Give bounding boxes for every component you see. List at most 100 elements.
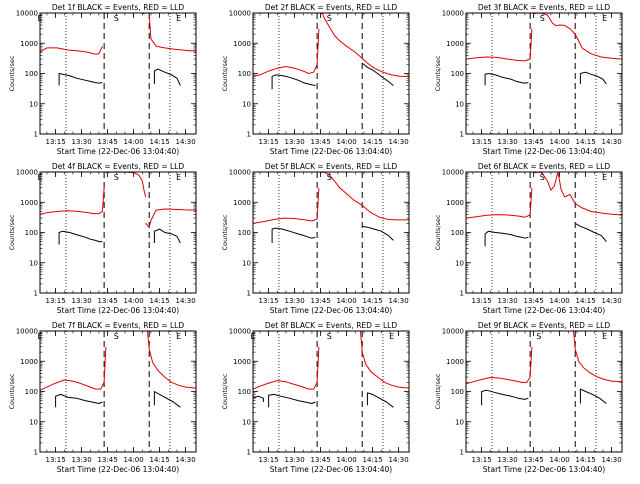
series-line-4 <box>153 391 181 408</box>
y-axis-label: Counts/sec <box>434 373 442 409</box>
series-line-1 <box>40 45 103 55</box>
chart-panel-4: Det 4f BLACK = Events, RED = LLD 1 10 100 10… <box>8 162 197 315</box>
series-line-1 <box>253 28 320 77</box>
y-tick-label: 1 <box>34 290 38 298</box>
y-tick-label: 1 <box>460 290 464 298</box>
x-tick-label: 13:15 <box>46 297 66 305</box>
series-line-2 <box>320 172 409 221</box>
chart-panel-3: Det 3f BLACK = Events, RED = LLD 1 10 100 10… <box>434 3 623 156</box>
event-marker: S <box>327 332 332 341</box>
x-axis-label: Start Time (22-Dec-06 13:04:40) <box>270 306 392 315</box>
y-axis-label: Counts/sec <box>221 373 229 409</box>
y-tick-label: 1 <box>460 131 464 139</box>
y-tick-label: 100 <box>238 388 251 396</box>
event-marker: S <box>536 332 541 341</box>
x-tick-label: 13:15 <box>472 297 492 305</box>
chart-panel-5: Det 5f BLACK = Events, RED = LLD 1 10 100 10… <box>221 162 410 315</box>
x-tick-label: 13:45 <box>98 138 118 146</box>
x-tick-label: 14:30 <box>602 138 622 146</box>
x-tick-label: 14:00 <box>124 138 144 146</box>
x-axis-label: Start Time (22-Dec-06 13:04:40) <box>57 465 179 474</box>
x-tick-label: 13:30 <box>285 456 305 464</box>
y-tick-label: 100 <box>238 70 251 78</box>
chart-panel-8: Det 8f BLACK = Events, RED = LLD 1 10 100 10… <box>221 321 410 474</box>
y-tick-label: 1000 <box>446 40 464 48</box>
chart-panel-1: Det 1f BLACK = Events, RED = LLD 1 10 100 10… <box>8 3 197 156</box>
series-line-3 <box>481 389 529 406</box>
plot-frame <box>465 12 623 135</box>
x-tick-label: 13:30 <box>72 297 92 305</box>
y-axis-label: Counts/sec <box>8 214 16 250</box>
x-tick-label: 14:30 <box>176 138 196 146</box>
series-line-4 <box>362 225 394 241</box>
x-tick-label: 13:30 <box>285 297 305 305</box>
x-tick-label: 13:30 <box>72 456 92 464</box>
y-tick-label: 10 <box>455 418 464 426</box>
y-tick-label: 1 <box>247 449 251 457</box>
x-tick-label: 14:30 <box>389 138 409 146</box>
y-tick-label: 10000 <box>229 169 251 177</box>
x-tick-label: 14:30 <box>602 297 622 305</box>
series-line-4 <box>268 393 316 408</box>
x-tick-label: 13:30 <box>285 138 305 146</box>
chart-title: Det 2f BLACK = Events, RED = LLD <box>265 3 398 12</box>
chart-panel-6: Det 6f BLACK = Events, RED = LLD 1 10 100 10… <box>434 162 623 315</box>
y-tick-label: 1000 <box>446 358 464 366</box>
event-marker: S <box>327 173 332 182</box>
y-tick-label: 1000 <box>20 40 38 48</box>
x-tick-label: 14:00 <box>124 297 144 305</box>
event-marker: S <box>114 173 119 182</box>
y-tick-label: 10 <box>242 100 251 108</box>
x-axis-label: Start Time (22-Dec-06 13:04:40) <box>483 306 605 315</box>
series-line-2 <box>573 331 622 383</box>
x-tick-label: 14:15 <box>150 297 170 305</box>
series-line-1 <box>40 187 105 215</box>
series-line-5 <box>58 73 103 86</box>
y-axis-label: Counts/sec <box>221 214 229 250</box>
x-tick-label: 13:45 <box>98 456 118 464</box>
series-line-2 <box>533 172 622 216</box>
series-group <box>253 13 409 90</box>
x-tick-label: 13:45 <box>311 138 331 146</box>
x-tick-label: 14:30 <box>602 456 622 464</box>
series-group <box>466 331 622 406</box>
event-marker: S <box>540 173 545 182</box>
plot-frame <box>252 12 410 135</box>
x-tick-label: 14:15 <box>363 297 383 305</box>
plot-frame <box>252 171 410 294</box>
y-tick-label: 10 <box>29 259 38 267</box>
series-line-1 <box>466 346 533 385</box>
chart-panel-2: Det 2f BLACK = Events, RED = LLD 1 10 100 10… <box>221 3 410 156</box>
series-group <box>40 13 196 86</box>
x-tick-label: 14:00 <box>550 138 570 146</box>
event-marker: E <box>602 14 607 23</box>
y-tick-label: 100 <box>451 70 464 78</box>
series-group <box>40 172 196 245</box>
y-tick-label: 1 <box>247 131 251 139</box>
y-tick-label: 100 <box>25 229 38 237</box>
x-tick-label: 13:45 <box>524 456 544 464</box>
x-tick-label: 14:00 <box>550 297 570 305</box>
x-tick-label: 14:15 <box>576 297 596 305</box>
y-tick-label: 1 <box>34 449 38 457</box>
chart-title: Det 1f BLACK = Events, RED = LLD <box>52 3 185 12</box>
plot-frame <box>39 12 197 135</box>
y-tick-label: 10000 <box>16 169 38 177</box>
x-tick-label: 13:45 <box>311 297 331 305</box>
series-line-4 <box>148 14 196 52</box>
y-tick-label: 10000 <box>442 10 464 18</box>
x-axis-label: Start Time (22-Dec-06 13:04:40) <box>57 306 179 315</box>
y-tick-label: 10000 <box>229 328 251 336</box>
x-tick-label: 14:15 <box>363 138 383 146</box>
series-line-3 <box>55 393 103 408</box>
y-tick-label: 100 <box>451 229 464 237</box>
series-line-5 <box>153 228 181 244</box>
x-tick-label: 13:15 <box>472 138 492 146</box>
y-tick-label: 1000 <box>233 40 251 48</box>
series-line-2 <box>147 331 196 389</box>
x-tick-label: 14:00 <box>337 297 357 305</box>
event-marker: S <box>114 14 119 23</box>
y-tick-label: 10 <box>455 259 464 267</box>
x-tick-label: 14:30 <box>389 297 409 305</box>
